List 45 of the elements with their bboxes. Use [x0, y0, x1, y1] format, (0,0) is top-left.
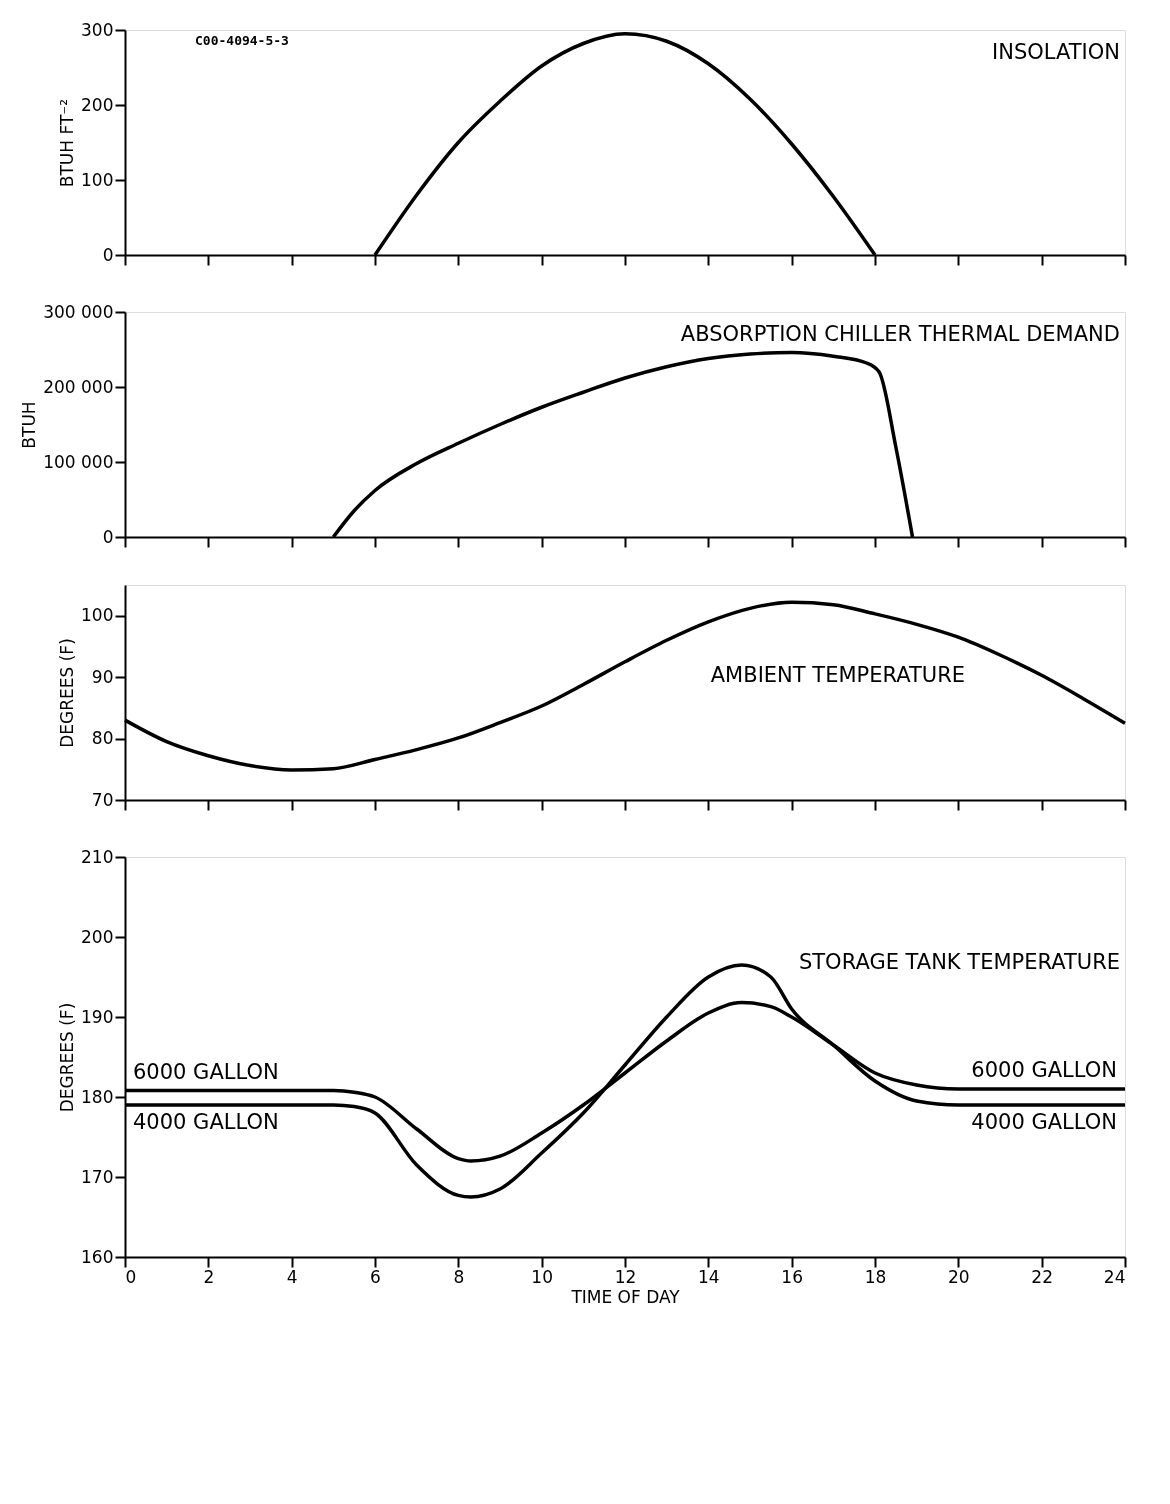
- x-tick-label: 22: [1031, 1266, 1053, 1287]
- annotation: C00-4094-5-3: [195, 33, 289, 48]
- text: STORAGE TANK TEMPERATURE: [798, 950, 1120, 974]
- y-tick-label: 70: [91, 789, 114, 810]
- text: ABSORPTION CHILLER THERMAL DEMAND: [680, 322, 1120, 346]
- y-tick-label: 90: [91, 666, 114, 687]
- x-tick-label: 10: [531, 1266, 553, 1287]
- x-tick-label: 14: [698, 1266, 720, 1287]
- y-axis-title: BTUH FT⁻²: [57, 98, 78, 188]
- y-tick-label: 170: [81, 1166, 114, 1187]
- x-tick-label: 12: [614, 1266, 637, 1287]
- y-axis-title: BTUH: [19, 401, 40, 449]
- text: AMBIENT TEMPERATURE: [710, 663, 965, 687]
- x-tick-label: 20: [948, 1266, 970, 1287]
- y-tick-label: 100 000: [43, 451, 114, 472]
- y-tick-label: 300 000: [43, 301, 114, 322]
- series-label: 6000 GALLON: [133, 1059, 279, 1084]
- y-axis-title: DEGREES (F): [57, 1002, 78, 1113]
- y-tick-label: 160: [81, 1246, 114, 1267]
- y-tick-label: 200: [81, 926, 114, 947]
- text: INSOLATION: [992, 40, 1120, 64]
- y-axis-title: DEGREES (F): [57, 638, 78, 748]
- y-tick-label: 0: [102, 526, 114, 547]
- x-tick-label: 24: [1103, 1266, 1126, 1287]
- x-tick-label: 4: [286, 1266, 298, 1287]
- x-tick-label: 16: [781, 1266, 803, 1287]
- y-tick-label: 190: [81, 1006, 114, 1027]
- x-tick-label: 0: [125, 1266, 137, 1287]
- series-label: 4000 GALLON: [133, 1110, 279, 1134]
- y-tick-label: 100: [81, 169, 114, 190]
- y-tick-label: 200: [81, 94, 114, 115]
- y-tick-label: 180: [81, 1086, 114, 1107]
- y-tick-label: 210: [81, 846, 114, 867]
- x-axis-title: TIME OF DAY: [570, 1286, 681, 1307]
- y-tick-label: 0: [102, 244, 114, 265]
- text: 6000 GALLON: [971, 1058, 1117, 1082]
- text: 4000 GALLON: [971, 1110, 1117, 1134]
- x-tick-label: 8: [453, 1266, 465, 1287]
- y-tick-label: 200 000: [43, 376, 114, 397]
- y-tick-label: 80: [91, 728, 114, 749]
- y-tick-label: 300: [81, 19, 114, 40]
- x-tick-label: 18: [864, 1266, 887, 1287]
- x-tick-label: 2: [203, 1266, 215, 1287]
- x-tick-label: 6: [370, 1266, 381, 1287]
- y-tick-label: 100: [81, 605, 114, 626]
